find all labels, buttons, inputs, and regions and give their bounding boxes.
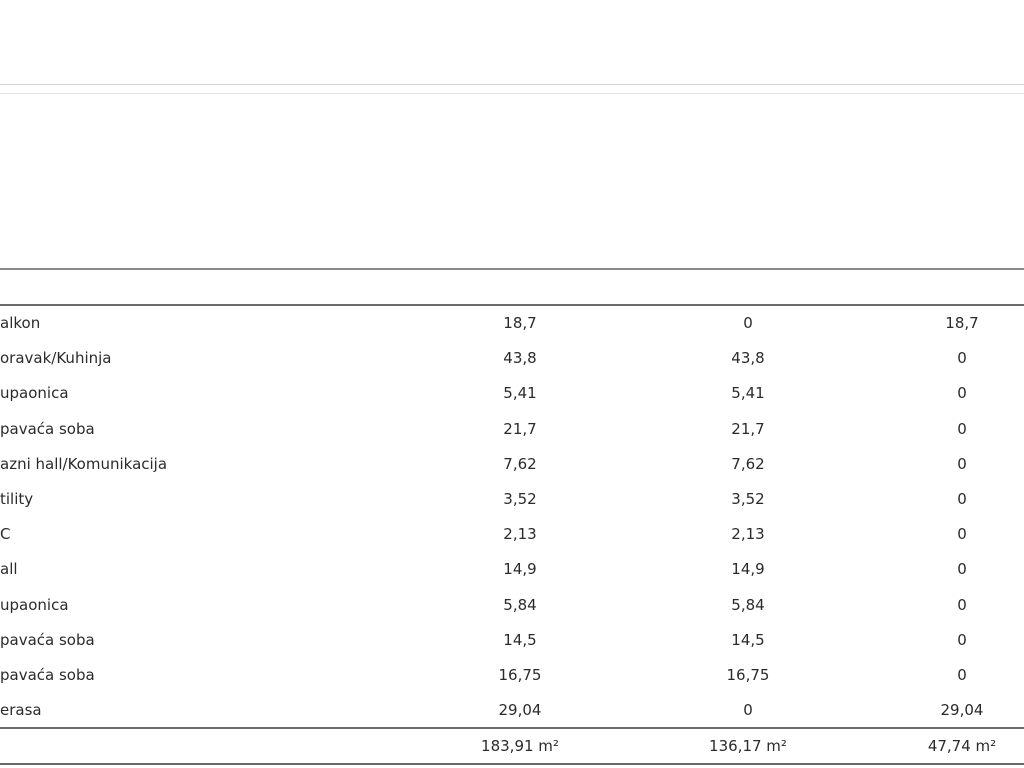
area-value: 21,7 [731, 419, 765, 438]
area-value: 0 [957, 595, 967, 614]
table-row: all 14,9 14,9 0 [0, 552, 1024, 587]
room-name: upaonica [0, 595, 69, 614]
area-value: 0 [743, 314, 753, 332]
area-value: 2,13 [503, 525, 537, 544]
area-value: 29,04 [940, 701, 984, 720]
total-value: 183,91 m² [481, 737, 559, 755]
table-row: tility 3,52 3,52 0 [0, 482, 1024, 517]
area-value: 0 [957, 560, 967, 579]
area-value: 14,5 [503, 630, 537, 649]
totals-border [0, 727, 1024, 729]
area-value: 0 [957, 384, 967, 403]
room-name: tility [0, 490, 34, 508]
room-name: upaonica [0, 384, 69, 403]
table-row: azni hall/Komunikacija 7,62 7,62 0 [0, 447, 1024, 482]
area-value: 14,5 [731, 630, 765, 649]
room-name: oravak/Kuhinja [0, 349, 112, 368]
table-row: oravak/Kuhinja 43,8 43,8 0 [0, 341, 1024, 376]
divider [0, 93, 1024, 94]
totals-row: 183,91 m² 136,17 m² 47,74 m² [0, 729, 1024, 764]
room-name: azni hall/Komunikacija [0, 454, 168, 473]
divider [0, 84, 1024, 85]
area-value: 0 [957, 666, 967, 684]
area-value: 0 [957, 630, 967, 649]
area-value: 16,75 [726, 666, 770, 684]
room-name: C [0, 525, 11, 544]
room-name: pavaća soba [0, 630, 95, 649]
total-value: 136,17 m² [709, 737, 787, 755]
area-value: 18,7 [503, 314, 537, 332]
table-row: alkon 18,7 0 18,7 [0, 306, 1024, 341]
area-value: 3,52 [731, 490, 765, 508]
table-row: pavaća soba 16,75 16,75 0 [0, 658, 1024, 693]
area-value: 14,9 [731, 560, 765, 579]
room-name: pavaća soba [0, 419, 95, 438]
area-value: 5,41 [503, 384, 537, 403]
area-value: 43,8 [731, 349, 765, 368]
table-row: pavaća soba 14,5 14,5 0 [0, 623, 1024, 658]
table-row: C 2,13 2,13 0 [0, 517, 1024, 552]
area-value: 0 [957, 525, 967, 544]
area-value: 14,9 [503, 560, 537, 579]
area-value: 3,52 [503, 490, 537, 508]
table-row: erasa 29,04 0 29,04 [0, 693, 1024, 728]
table-bottom-border [0, 763, 1024, 765]
table-row: pavaća soba 21,7 21,7 0 [0, 412, 1024, 447]
area-value: 5,84 [731, 595, 765, 614]
area-value: 0 [957, 419, 967, 438]
table-row: upaonica 5,84 5,84 0 [0, 588, 1024, 623]
area-value: 7,62 [503, 454, 537, 473]
room-name: erasa [0, 701, 42, 720]
area-value: 5,84 [503, 595, 537, 614]
area-value: 16,75 [498, 666, 542, 684]
area-value: 21,7 [503, 419, 537, 438]
total-value: 47,74 m² [927, 737, 997, 755]
header-border [0, 304, 1024, 306]
area-value: 0 [957, 454, 967, 473]
area-value: 29,04 [498, 701, 542, 720]
area-value: 2,13 [731, 525, 765, 544]
area-value: 0 [957, 490, 967, 508]
room-name: all [0, 560, 18, 579]
table-top-border [0, 268, 1024, 270]
table-row: upaonica 5,41 5,41 0 [0, 376, 1024, 411]
area-value: 5,41 [731, 384, 765, 403]
room-name: pavaća soba [0, 666, 95, 684]
area-value: 0 [957, 349, 967, 368]
room-name: alkon [0, 314, 41, 332]
area-value: 18,7 [945, 314, 979, 332]
area-value: 43,8 [503, 349, 537, 368]
area-value: 7,62 [731, 454, 765, 473]
area-value: 0 [743, 701, 753, 720]
